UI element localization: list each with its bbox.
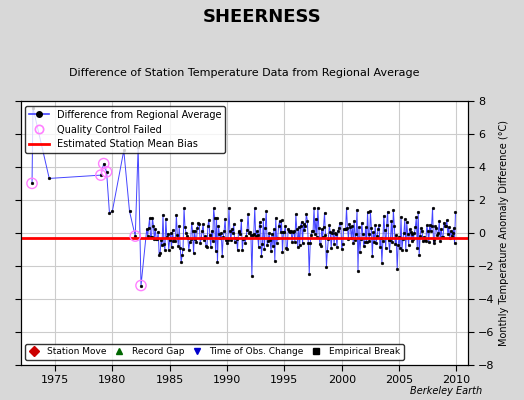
Point: [131, 233, 139, 239]
Text: SHEERNESS: SHEERNESS: [203, 8, 321, 26]
Legend: Station Move, Record Gap, Time of Obs. Change, Empirical Break: Station Move, Record Gap, Time of Obs. C…: [25, 344, 403, 360]
Point: [100, 160, 108, 167]
Point: [137, 282, 145, 289]
Title: Difference of Station Temperature Data from Regional Average: Difference of Station Temperature Data f…: [69, 68, 420, 78]
Text: Berkeley Earth: Berkeley Earth: [410, 386, 482, 396]
Y-axis label: Monthly Temperature Anomaly Difference (°C): Monthly Temperature Anomaly Difference (…: [499, 120, 509, 346]
Point: [102, 169, 111, 175]
Point: [96, 172, 105, 178]
Point: [28, 180, 36, 186]
